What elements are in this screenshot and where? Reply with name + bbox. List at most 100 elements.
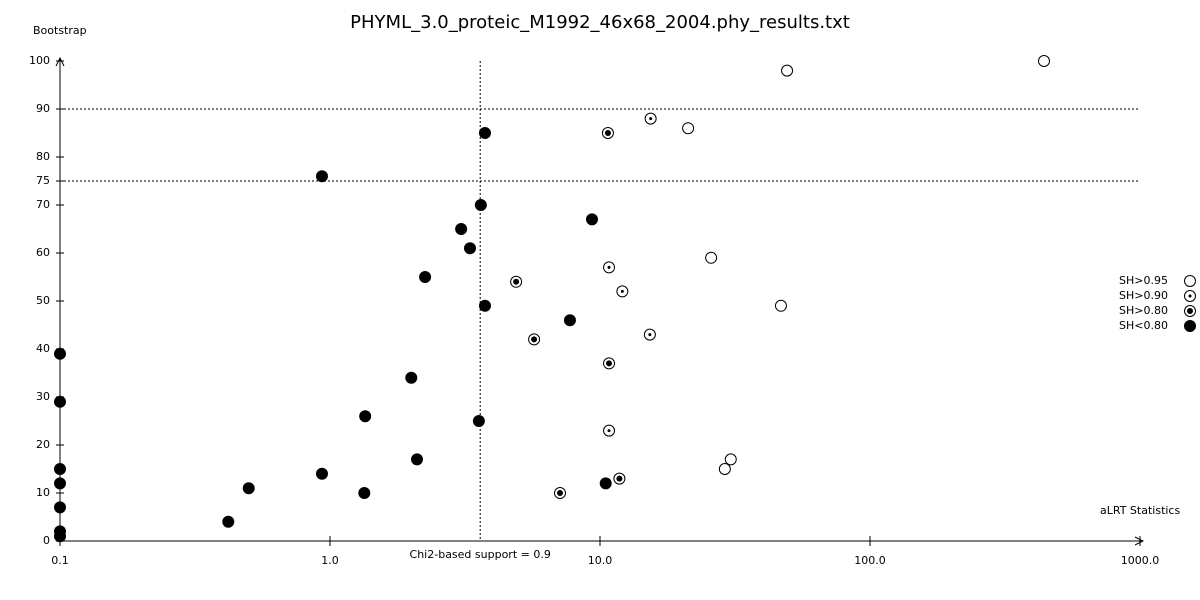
point [603, 424, 616, 437]
legend-marker [1184, 290, 1196, 302]
marker-ring [419, 271, 432, 283]
marker-ring [774, 299, 787, 312]
marker-ring [478, 127, 491, 139]
point [315, 170, 328, 183]
point [705, 251, 718, 264]
point [54, 463, 66, 475]
marker-ring [315, 467, 328, 480]
point [410, 453, 423, 466]
point [358, 487, 371, 499]
x-axis-label: aLRT Statistics [1100, 504, 1180, 517]
marker-ring [463, 242, 476, 255]
point [682, 122, 695, 135]
point [455, 223, 468, 235]
point [54, 347, 66, 360]
marker-ring [478, 299, 491, 312]
marker-ring [682, 122, 695, 135]
y-tick-label: 100 [29, 54, 50, 67]
marker-dot [604, 130, 611, 136]
marker-dot [648, 333, 652, 337]
marker-ring [724, 453, 737, 466]
y-tick-label: 90 [36, 102, 50, 115]
marker-ring [54, 530, 66, 543]
point [54, 501, 66, 514]
y-axis-arrow [55, 56, 65, 67]
marker-ring [405, 371, 418, 384]
point [54, 477, 66, 490]
point [718, 463, 731, 475]
y-tick-label: 75 [36, 174, 50, 187]
point [603, 261, 616, 274]
marker-ring [474, 199, 487, 211]
marker-dot [649, 117, 653, 121]
point [781, 64, 794, 77]
reference-label: Chi2-based support = 0.9 [410, 548, 551, 561]
y-tick-label: 60 [36, 246, 50, 259]
x-tick-label: 100.0 [854, 554, 886, 567]
marker-ring [718, 463, 731, 475]
marker-dot [620, 289, 624, 293]
marker-ring [54, 501, 66, 514]
marker-ring [410, 453, 423, 466]
point [644, 112, 657, 125]
point [724, 453, 737, 466]
marker-dot [1187, 308, 1193, 314]
point [510, 275, 523, 288]
marker-ring [358, 487, 371, 499]
point [563, 314, 576, 327]
marker-ring [1037, 55, 1050, 67]
point [554, 487, 567, 499]
y-tick-label: 10 [36, 486, 50, 499]
marker-dot [557, 490, 564, 496]
point [463, 242, 476, 255]
point [613, 472, 626, 485]
point [472, 415, 485, 427]
marker-ring [563, 314, 576, 327]
marker-ring [54, 477, 66, 490]
legend-marker [1184, 320, 1196, 332]
point [528, 333, 541, 346]
marker-ring [781, 64, 794, 77]
marker-ring [585, 213, 598, 226]
point [774, 299, 787, 312]
y-tick-label: 30 [36, 390, 50, 403]
point [315, 467, 328, 480]
marker-ring [472, 415, 485, 427]
point [1037, 55, 1050, 67]
marker-ring [599, 477, 612, 490]
point [601, 127, 614, 139]
point [222, 515, 235, 528]
legend-label: SH>0.90 [1119, 289, 1168, 302]
marker-dot [1188, 294, 1192, 298]
marker-ring [222, 515, 235, 528]
point [643, 328, 656, 341]
point [616, 285, 629, 298]
point [54, 530, 66, 543]
marker-dot [531, 336, 538, 343]
marker-ring [54, 395, 66, 408]
y-tick-label: 50 [36, 294, 50, 307]
x-tick-label: 0.1 [51, 554, 69, 567]
point [54, 395, 66, 408]
legend-marker [1184, 275, 1196, 287]
point [603, 357, 616, 370]
marker-ring [359, 410, 372, 423]
marker-ring [315, 170, 328, 183]
point [599, 477, 612, 490]
marker-ring [1184, 320, 1196, 332]
marker-ring [54, 463, 66, 475]
y-tick-label: 80 [36, 150, 50, 163]
marker-dot [607, 429, 611, 433]
legend-marker [1184, 305, 1196, 317]
point [478, 127, 491, 139]
x-tick-label: 1.0 [321, 554, 339, 567]
x-tick-label: 1000.0 [1121, 554, 1160, 567]
marker-ring [455, 223, 468, 235]
point [474, 199, 487, 211]
y-tick-label: 40 [36, 342, 50, 355]
y-tick-label: 70 [36, 198, 50, 211]
x-axis-arrow [1134, 536, 1145, 546]
marker-ring [705, 251, 718, 264]
